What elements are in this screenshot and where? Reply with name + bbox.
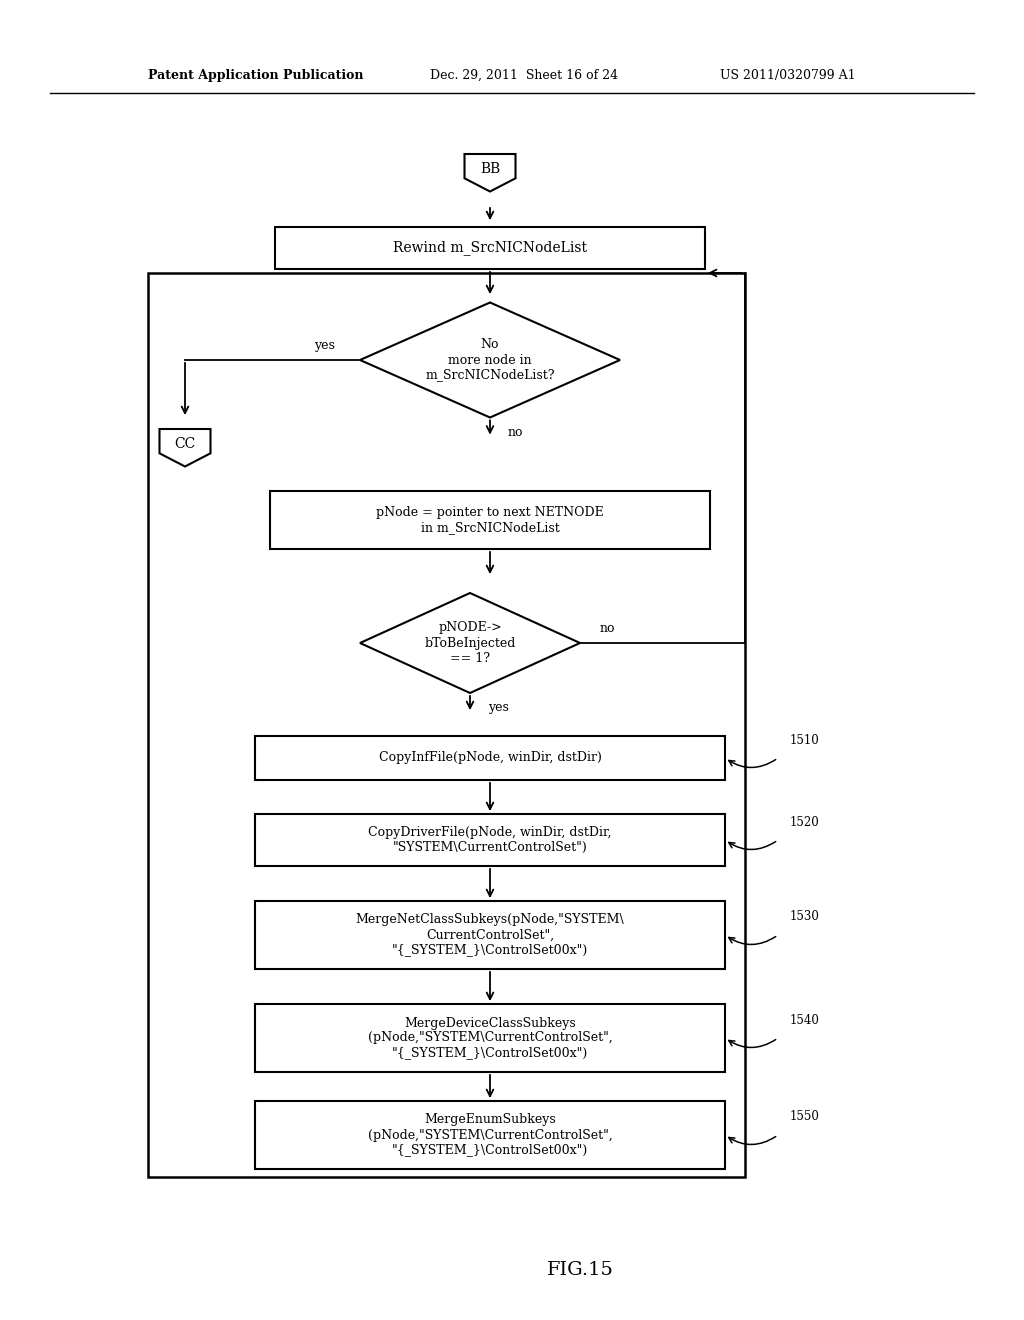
Text: CC: CC [174, 437, 196, 450]
Text: MergeEnumSubkeys
(pNode,"SYSTEM\CurrentControlSet",
"{_SYSTEM_}\ControlSet00x"): MergeEnumSubkeys (pNode,"SYSTEM\CurrentC… [368, 1114, 612, 1156]
Polygon shape [360, 593, 580, 693]
Text: Dec. 29, 2011  Sheet 16 of 24: Dec. 29, 2011 Sheet 16 of 24 [430, 69, 618, 82]
Bar [255, 737, 725, 780]
Text: CopyInfFile(pNode, winDir, dstDir): CopyInfFile(pNode, winDir, dstDir) [379, 751, 601, 764]
Text: CopyDriverFile(pNode, winDir, dstDir,
"SYSTEM\CurrentControlSet"): CopyDriverFile(pNode, winDir, dstDir, "S… [369, 826, 611, 854]
Text: no: no [600, 622, 615, 635]
Text: 1510: 1510 [790, 734, 820, 747]
Text: yes: yes [488, 701, 509, 714]
Text: US 2011/0320799 A1: US 2011/0320799 A1 [720, 69, 856, 82]
Bar [255, 902, 725, 969]
Text: 1540: 1540 [790, 1014, 820, 1027]
Text: 1550: 1550 [790, 1110, 820, 1123]
Polygon shape [160, 429, 211, 466]
Bar [255, 1101, 725, 1170]
Text: FIG.15: FIG.15 [547, 1261, 613, 1279]
Text: No
more node in
m_SrcNICNodeList?: No more node in m_SrcNICNodeList? [425, 338, 555, 381]
Polygon shape [360, 302, 620, 417]
Text: BB: BB [480, 162, 500, 176]
Polygon shape [465, 154, 515, 191]
Text: yes: yes [314, 338, 336, 351]
Bar [255, 1005, 725, 1072]
Text: MergeNetClassSubkeys(pNode,"SYSTEM\
CurrentControlSet",
"{_SYSTEM_}\ControlSet00: MergeNetClassSubkeys(pNode,"SYSTEM\ Curr… [355, 913, 625, 957]
Text: pNode = pointer to next NETNODE
in m_SrcNICNodeList: pNode = pointer to next NETNODE in m_Src… [376, 506, 604, 535]
Text: Patent Application Publication: Patent Application Publication [148, 69, 364, 82]
Bar [255, 814, 725, 866]
Text: 1520: 1520 [790, 816, 820, 829]
Bar [275, 227, 705, 269]
Bar [270, 491, 710, 549]
Text: MergeDeviceClassSubkeys
(pNode,"SYSTEM\CurrentControlSet",
"{_SYSTEM_}\ControlSe: MergeDeviceClassSubkeys (pNode,"SYSTEM\C… [368, 1016, 612, 1060]
Bar [148, 273, 745, 1177]
Text: 1530: 1530 [790, 911, 820, 924]
Text: no: no [508, 426, 523, 440]
Text: pNODE->
bToBeInjected
== 1?: pNODE-> bToBeInjected == 1? [424, 622, 516, 664]
Text: Rewind m_SrcNICNodeList: Rewind m_SrcNICNodeList [393, 240, 587, 256]
